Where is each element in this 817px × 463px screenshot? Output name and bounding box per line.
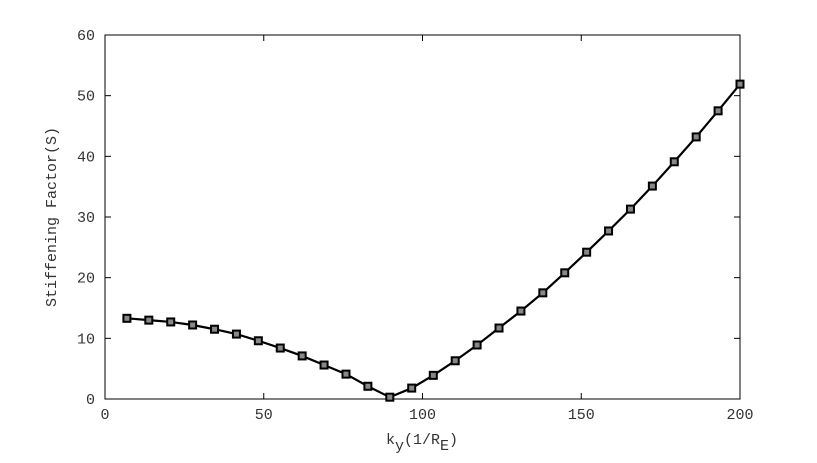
data-marker [341, 369, 351, 379]
y-tick-label: 50 [77, 89, 95, 106]
data-marker [647, 181, 657, 191]
data-marker [669, 157, 679, 167]
data-marker [713, 106, 723, 116]
data-marker [625, 204, 635, 214]
data-marker [604, 226, 614, 236]
data-marker [144, 315, 154, 325]
y-tick-label: 30 [77, 210, 95, 227]
data-marker [210, 324, 220, 334]
data-marker [538, 288, 548, 298]
data-marker [297, 351, 307, 361]
data-line [126, 83, 741, 399]
data-marker [275, 343, 285, 353]
x-axis-label-part: ) [449, 432, 458, 449]
y-tick-label: 20 [77, 271, 95, 288]
data-marker [735, 79, 745, 89]
x-tick-label: 50 [255, 407, 273, 424]
x-tick-label: 0 [100, 407, 109, 424]
data-marker [122, 313, 132, 323]
data-marker [166, 317, 176, 327]
data-marker [516, 306, 526, 316]
data-marker [253, 336, 263, 346]
data-marker [188, 320, 198, 330]
data-marker [560, 268, 570, 278]
x-axis-label-part: (1/R [404, 432, 440, 449]
x-tick-label: 200 [726, 407, 753, 424]
data-marker [363, 381, 373, 391]
data-marker [407, 383, 417, 393]
data-marker [231, 329, 241, 339]
x-axis-label-part: y [395, 438, 404, 455]
x-axis-label-part: E [440, 438, 449, 455]
y-tick-label: 0 [86, 392, 95, 409]
x-tick-label: 100 [409, 407, 436, 424]
y-axis-label: Stiffening Factor(S) [44, 127, 61, 307]
y-tick-label: 60 [77, 28, 95, 45]
y-tick-label: 40 [77, 149, 95, 166]
x-axis-label-part: k [386, 432, 395, 449]
x-axis-label: ky(1/RE) [386, 432, 458, 455]
data-marker [582, 247, 592, 257]
data-marker [494, 323, 504, 333]
data-marker [319, 360, 329, 370]
data-marker [450, 356, 460, 366]
data-marker [385, 392, 395, 402]
x-tick-label: 150 [568, 407, 595, 424]
data-marker [472, 340, 482, 350]
y-tick-label: 10 [77, 331, 95, 348]
data-marker [428, 370, 438, 380]
plot-frame [104, 34, 741, 400]
data-marker [691, 132, 701, 142]
